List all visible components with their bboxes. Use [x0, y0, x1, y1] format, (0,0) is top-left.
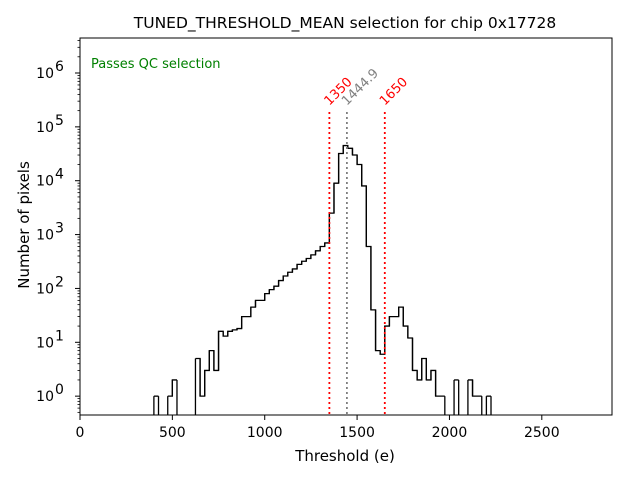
x-tick-label: 1000: [247, 425, 283, 441]
y-tick-label-exponent: 5: [55, 113, 64, 129]
y-axis-label: Number of pixels: [15, 161, 33, 289]
x-tick-label: 0: [76, 425, 85, 441]
x-tick-label: 1500: [339, 425, 375, 441]
y-tick-label: 10: [36, 66, 54, 82]
y-tick-label-exponent: 0: [55, 382, 64, 398]
y-tick-label-exponent: 2: [55, 274, 64, 290]
y-tick-label-exponent: 1: [55, 328, 64, 344]
y-tick-label-exponent: 6: [55, 59, 64, 75]
y-tick-label: 10: [36, 174, 54, 190]
y-tick-label: 10: [36, 335, 54, 351]
y-tick-label: 10: [36, 389, 54, 405]
x-tick-label: 2000: [432, 425, 468, 441]
y-tick-label-exponent: 3: [55, 221, 64, 237]
x-tick-label: 2500: [524, 425, 560, 441]
x-axis-label: Threshold (e): [294, 447, 395, 465]
qc-status-text: Passes QC selection: [91, 57, 221, 72]
y-tick-label: 10: [36, 281, 54, 297]
x-tick-label: 500: [159, 425, 186, 441]
y-tick-label: 10: [36, 228, 54, 244]
y-tick-label: 10: [36, 120, 54, 136]
chart-title: TUNED_THRESHOLD_MEAN selection for chip …: [133, 14, 556, 33]
y-tick-label-exponent: 4: [55, 167, 64, 183]
plot-frame: [79, 37, 613, 416]
